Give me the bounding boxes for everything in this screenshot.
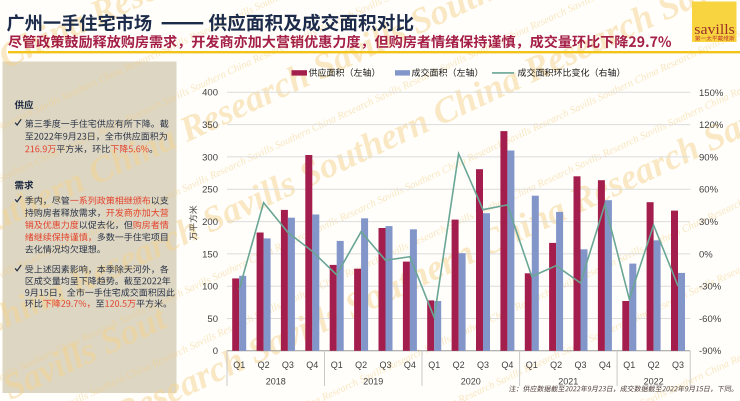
svg-text:Q1: Q1 [526,360,538,370]
svg-text:Q2: Q2 [453,360,465,370]
svg-text:150%: 150% [699,88,724,99]
svg-text:Q1: Q1 [623,360,635,370]
svg-text:savills: savills [694,21,735,38]
svg-text:Q3: Q3 [574,360,586,370]
svg-text:400: 400 [202,88,218,99]
svg-text:2021: 2021 [558,377,578,387]
svg-text:2018: 2018 [266,377,286,387]
svg-text:200: 200 [202,217,218,228]
svg-text:Q2: Q2 [550,360,562,370]
svg-text:Q3: Q3 [477,360,489,370]
svg-text:-60%: -60% [699,314,722,325]
svg-text:Q2: Q2 [355,360,367,370]
svg-text:Q1: Q1 [233,360,245,370]
svg-text:120%: 120% [699,120,724,131]
svg-text:100: 100 [202,282,218,293]
svg-text:-90%: -90% [699,346,722,357]
svg-text:Q4: Q4 [501,360,513,370]
svg-text:Q2: Q2 [258,360,270,370]
svg-text:Q1: Q1 [428,360,440,370]
svg-text:Q3: Q3 [282,360,294,370]
svg-text:50: 50 [207,314,218,325]
svg-text:300: 300 [202,152,218,163]
svg-text:Q1: Q1 [331,360,343,370]
svg-text:-30%: -30% [699,282,722,293]
svg-text:30%: 30% [699,217,719,228]
svg-text:Q3: Q3 [379,360,391,370]
svg-text:60%: 60% [699,185,719,196]
svg-text:Q4: Q4 [306,360,318,370]
svg-text:Q4: Q4 [404,360,416,370]
svg-text:0: 0 [213,346,218,357]
svg-text:250: 250 [202,185,218,196]
svg-text:2022: 2022 [644,377,664,387]
svg-text:0%: 0% [699,249,713,260]
svg-text:Q3: Q3 [672,360,684,370]
svg-text:2020: 2020 [461,377,481,387]
svg-text:Q4: Q4 [599,360,611,370]
svg-text:2019: 2019 [363,377,383,387]
svg-text:90%: 90% [699,152,719,163]
svg-text:Q2: Q2 [648,360,660,370]
svg-text:350: 350 [202,120,218,131]
svg-text:150: 150 [202,249,218,260]
